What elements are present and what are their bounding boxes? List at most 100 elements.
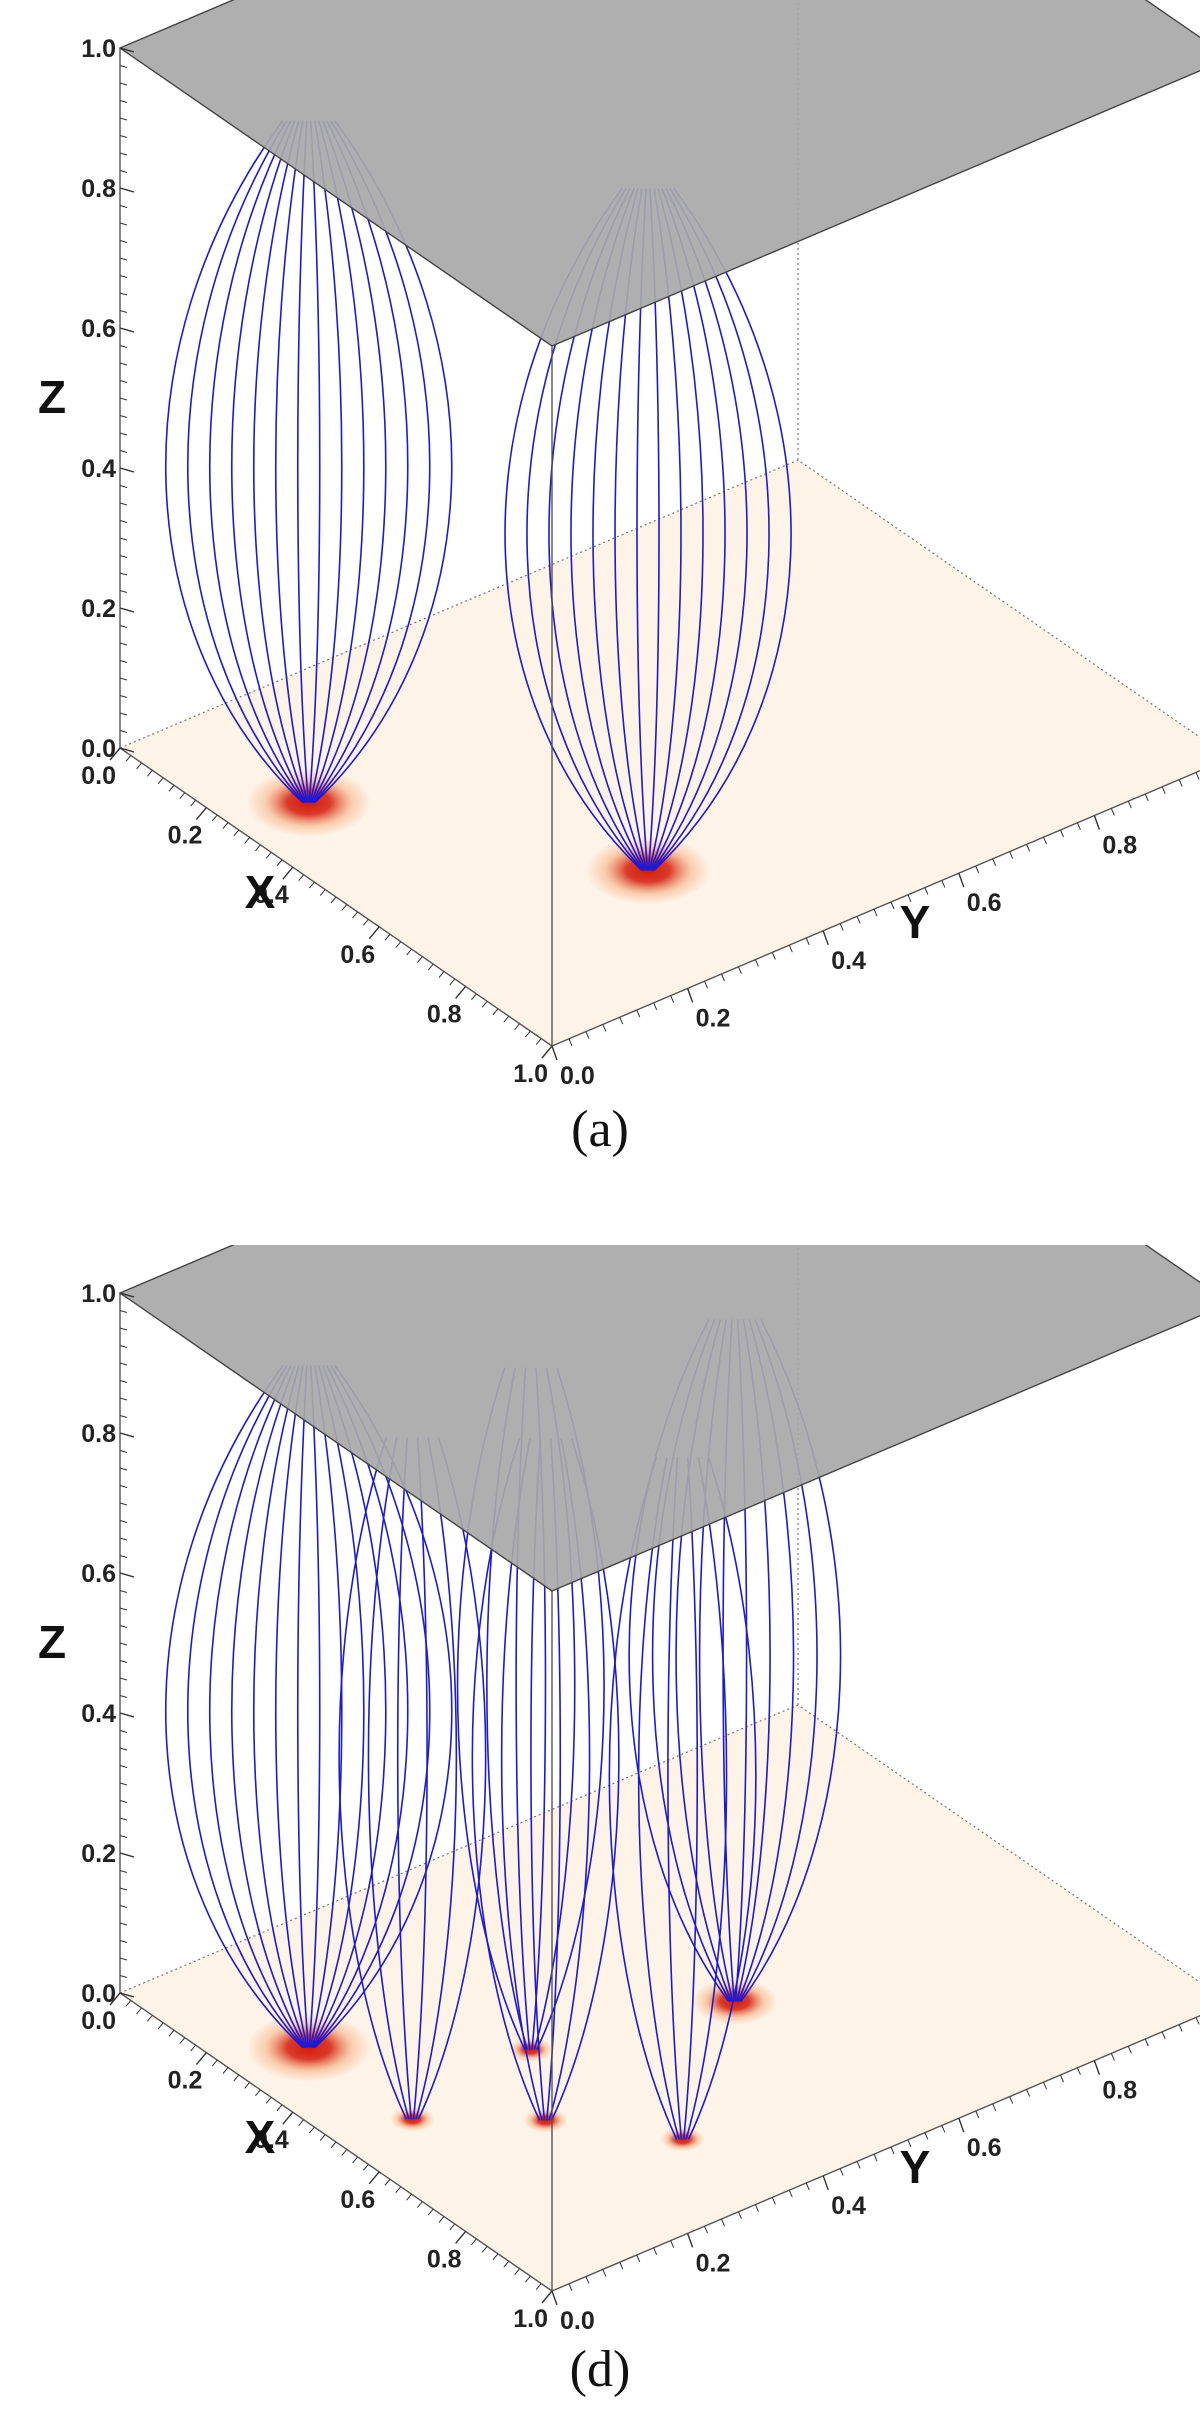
x-tick-label: 0.4: [254, 2126, 289, 2154]
y-minor-tick: [1060, 2074, 1064, 2083]
z-minor-tick: [119, 590, 128, 593]
z-minor-tick: [119, 1887, 128, 1891]
x-minor-tick: [168, 784, 175, 792]
y-tick: [822, 930, 829, 946]
z-tick-label: 1.0: [81, 35, 116, 63]
x-minor-tick: [211, 2059, 218, 2067]
x-minor-tick: [363, 919, 369, 926]
x-minor-tick: [319, 889, 326, 896]
footpoint-glow: [390, 2107, 435, 2132]
y-minor-tick: [1178, 2024, 1183, 2032]
y-minor-tick: [670, 2240, 675, 2248]
x-tick-label: 0.2: [168, 2067, 203, 2095]
z-minor-tick: [119, 1782, 128, 1786]
z-tick-label: 0.6: [81, 1560, 116, 1588]
x-tick-label: 0.6: [340, 2186, 375, 2214]
z-axis: 0.0 0.2 0.4 0.6 0.8 1.0 Z: [38, 1280, 135, 2008]
y-minor-tick: [704, 981, 709, 989]
y-axis: 0.00.20.40.60.81.0Y: [551, 2017, 1200, 2335]
x-minor-tick: [449, 2223, 456, 2231]
x-tick: [368, 2171, 380, 2185]
y-minor-tick: [856, 2161, 861, 2169]
z-tick-label: 1.0: [81, 1280, 116, 1308]
x-tick-label: 0.4: [254, 881, 289, 909]
z-minor-tick: [119, 1397, 128, 1401]
x-minor-tick: [417, 956, 423, 963]
field-line: [186, 120, 305, 804]
y-minor-tick: [754, 2204, 759, 2212]
z-tick-label: 0.6: [81, 315, 116, 343]
field-line: [653, 187, 792, 871]
z-minor-tick: [119, 730, 128, 733]
z-tick-label: 0.8: [81, 1420, 116, 1448]
footpoint-glow: [692, 1978, 777, 2025]
z-minor-tick: [119, 1695, 128, 1698]
z-minor-tick: [119, 712, 128, 716]
z-minor-tick: [119, 660, 128, 663]
field-line: [296, 120, 310, 803]
x-minor-tick: [406, 2193, 412, 2201]
x-minor-tick: [525, 2275, 531, 2283]
y-minor-tick: [1127, 801, 1132, 809]
y-minor-tick: [1076, 2067, 1081, 2075]
x-minor-tick: [395, 941, 402, 949]
x-minor-tick: [492, 1008, 499, 1016]
z-tick: [119, 1992, 135, 1998]
z-minor-tick: [119, 677, 128, 681]
z-minor-tick: [119, 65, 128, 68]
y-tick-label: 0.0: [560, 2307, 595, 2335]
field-line: [165, 120, 304, 804]
x-minor-tick: [168, 2029, 175, 2037]
z-minor-tick: [119, 1800, 128, 1803]
y-tick-label: 0.8: [1102, 832, 1137, 860]
x-minor-tick: [427, 963, 434, 971]
field-line: [231, 120, 307, 803]
y-minor-tick: [1009, 851, 1014, 859]
z-minor-tick: [119, 1835, 128, 1838]
footpoint-glow: [523, 2108, 568, 2133]
x-minor-tick: [244, 2082, 250, 2089]
y-axis: 0.00.20.40.60.81.0Y: [551, 772, 1200, 1090]
field-line: [652, 187, 770, 871]
y-minor-tick: [1009, 2096, 1014, 2104]
y-tick-label: 0.4: [831, 947, 866, 975]
z-tick: [119, 1292, 135, 1298]
panel-a: 0.0 0.2 0.4 0.6 0.8 1.0 Z 0.0 0.2 0.4 0.6 0.8 1.0 X 0.…: [0, 0, 1200, 1090]
y-minor-tick: [568, 1038, 573, 1046]
field-line: [252, 1365, 308, 2048]
x-tick: [109, 747, 121, 761]
z-minor-tick: [119, 310, 128, 313]
y-minor-tick: [619, 1017, 624, 1025]
x-minor-tick: [298, 2119, 304, 2126]
z-minor-tick: [119, 1380, 128, 1383]
x-tick: [455, 2230, 467, 2244]
y-minor-tick: [856, 916, 861, 924]
z-axis-title: Z: [38, 1616, 66, 1668]
y-minor-tick: [941, 2125, 946, 2133]
z-minor-tick: [119, 1467, 128, 1471]
y-minor-tick: [975, 2110, 980, 2119]
z-minor-tick: [119, 415, 128, 418]
x-minor-tick: [352, 911, 358, 919]
x-minor-tick: [406, 948, 412, 956]
z-minor-tick: [119, 1362, 128, 1366]
x-tick: [282, 866, 294, 880]
photosphere-plane: [120, 1705, 1200, 2291]
field-line: [310, 120, 365, 803]
y-minor-tick: [568, 2283, 573, 2291]
x-minor-tick: [395, 2186, 402, 2194]
y-minor-tick: [737, 2211, 742, 2219]
z-tick-label: 0.0: [81, 735, 116, 763]
x-minor-tick: [265, 2096, 272, 2104]
z-minor-tick: [119, 1555, 128, 1558]
z-tick: [119, 47, 135, 53]
z-minor-tick: [119, 1625, 128, 1628]
x-tick-label: 1.0: [513, 2305, 548, 2333]
z-tick-label: 0.4: [81, 1700, 116, 1728]
x-minor-tick: [244, 837, 250, 844]
z-tick-label: 0.0: [81, 1980, 116, 2008]
x-minor-tick: [503, 2260, 510, 2268]
z-minor-tick: [119, 1642, 128, 1646]
z-minor-tick: [119, 1922, 128, 1926]
y-tick-label: 0.2: [696, 1004, 731, 1032]
